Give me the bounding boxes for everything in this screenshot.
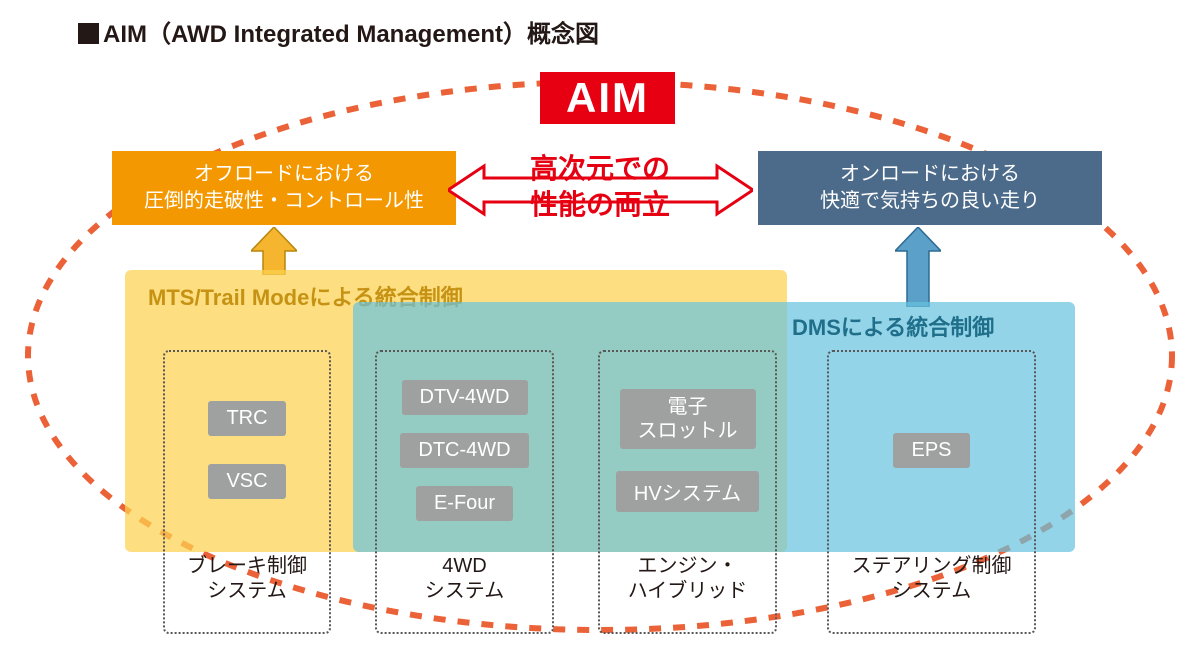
chip-dtv4wd: DTV-4WD (402, 380, 528, 415)
arrow-up-yellow-icon (251, 227, 297, 275)
aim-badge: AIM (540, 72, 675, 124)
system-label-engine: エンジン・ ハイブリッド (600, 548, 775, 604)
chip-col-brake: TRC VSC (165, 352, 329, 548)
blue-up-arrow-svg (895, 227, 941, 307)
chip-col-steering: EPS (829, 352, 1034, 548)
chip-trc: TRC (208, 401, 285, 436)
onroad-line1: オンロードにおける (840, 163, 1020, 185)
arrow-up-blue-icon (895, 227, 941, 307)
yellow-up-arrow-svg (251, 227, 297, 275)
center-line1: 高次元での (530, 153, 670, 184)
chip-eps: EPS (893, 433, 969, 468)
system-label-brake: ブレーキ制御 システム (165, 548, 329, 604)
diagram-stage: AIM（AWD Integrated Management）概念図 AIM オフ… (0, 0, 1200, 659)
offroad-line2: 圧倒的走破性・コントロール性 (144, 190, 424, 212)
offroad-header: オフロードにおける 圧倒的走破性・コントロール性 (112, 151, 456, 225)
center-text: 高次元での 性能の両立 (498, 151, 702, 224)
chip-vsc: VSC (208, 464, 285, 499)
chip-col-engine: 電子スロットル HVシステム (600, 352, 775, 548)
system-box-steering: EPS ステアリング制御 システム (827, 350, 1036, 634)
system-box-brake: TRC VSC ブレーキ制御 システム (163, 350, 331, 634)
center-line2: 性能の両立 (530, 189, 670, 220)
chip-efour: E-Four (416, 486, 513, 521)
offroad-line1: オフロードにおける (194, 163, 374, 185)
system-box-engine: 電子スロットル HVシステム エンジン・ ハイブリッド (598, 350, 777, 634)
onroad-header: オンロードにおける 快適で気持ちの良い走り (758, 151, 1102, 225)
chip-hvsystem: HVシステム (616, 471, 759, 512)
chip-dtc4wd: DTC-4WD (400, 433, 528, 468)
aim-badge-text: AIM (566, 74, 649, 121)
chip-col-4wd: DTV-4WD DTC-4WD E-Four (377, 352, 552, 548)
onroad-line2: 快適で気持ちの良い走り (820, 190, 1040, 212)
system-label-steering: ステアリング制御 システム (829, 548, 1034, 604)
system-box-4wd: DTV-4WD DTC-4WD E-Four 4WD システム (375, 350, 554, 634)
system-label-4wd: 4WD システム (377, 548, 552, 604)
dms-region-label: DMSによる統合制御 (792, 310, 994, 342)
chip-ethrottle: 電子スロットル (620, 389, 756, 449)
